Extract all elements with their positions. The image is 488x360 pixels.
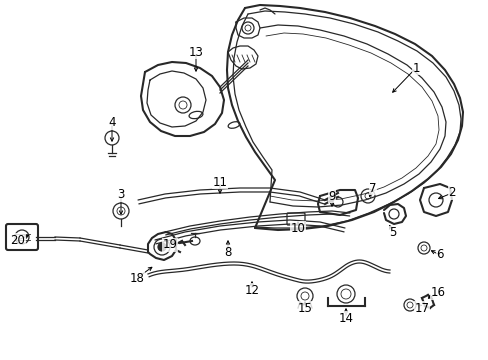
- Text: 20: 20: [11, 234, 25, 247]
- Text: 12: 12: [244, 284, 259, 297]
- Text: 5: 5: [388, 226, 396, 239]
- Text: 13: 13: [188, 45, 203, 58]
- Text: 1: 1: [411, 62, 419, 75]
- Text: 2: 2: [447, 186, 455, 199]
- Text: 16: 16: [429, 287, 445, 300]
- Text: 3: 3: [117, 189, 124, 202]
- Text: 4: 4: [108, 117, 116, 130]
- Circle shape: [158, 243, 165, 251]
- Text: 11: 11: [212, 175, 227, 189]
- Text: 10: 10: [290, 221, 305, 234]
- Text: 14: 14: [338, 311, 353, 324]
- Text: 9: 9: [327, 189, 335, 202]
- Text: 19: 19: [162, 238, 177, 252]
- Text: 7: 7: [368, 181, 376, 194]
- Text: 6: 6: [435, 248, 443, 261]
- Text: 18: 18: [129, 271, 144, 284]
- Text: 17: 17: [414, 302, 428, 315]
- Text: 15: 15: [297, 302, 312, 315]
- Text: 8: 8: [224, 246, 231, 258]
